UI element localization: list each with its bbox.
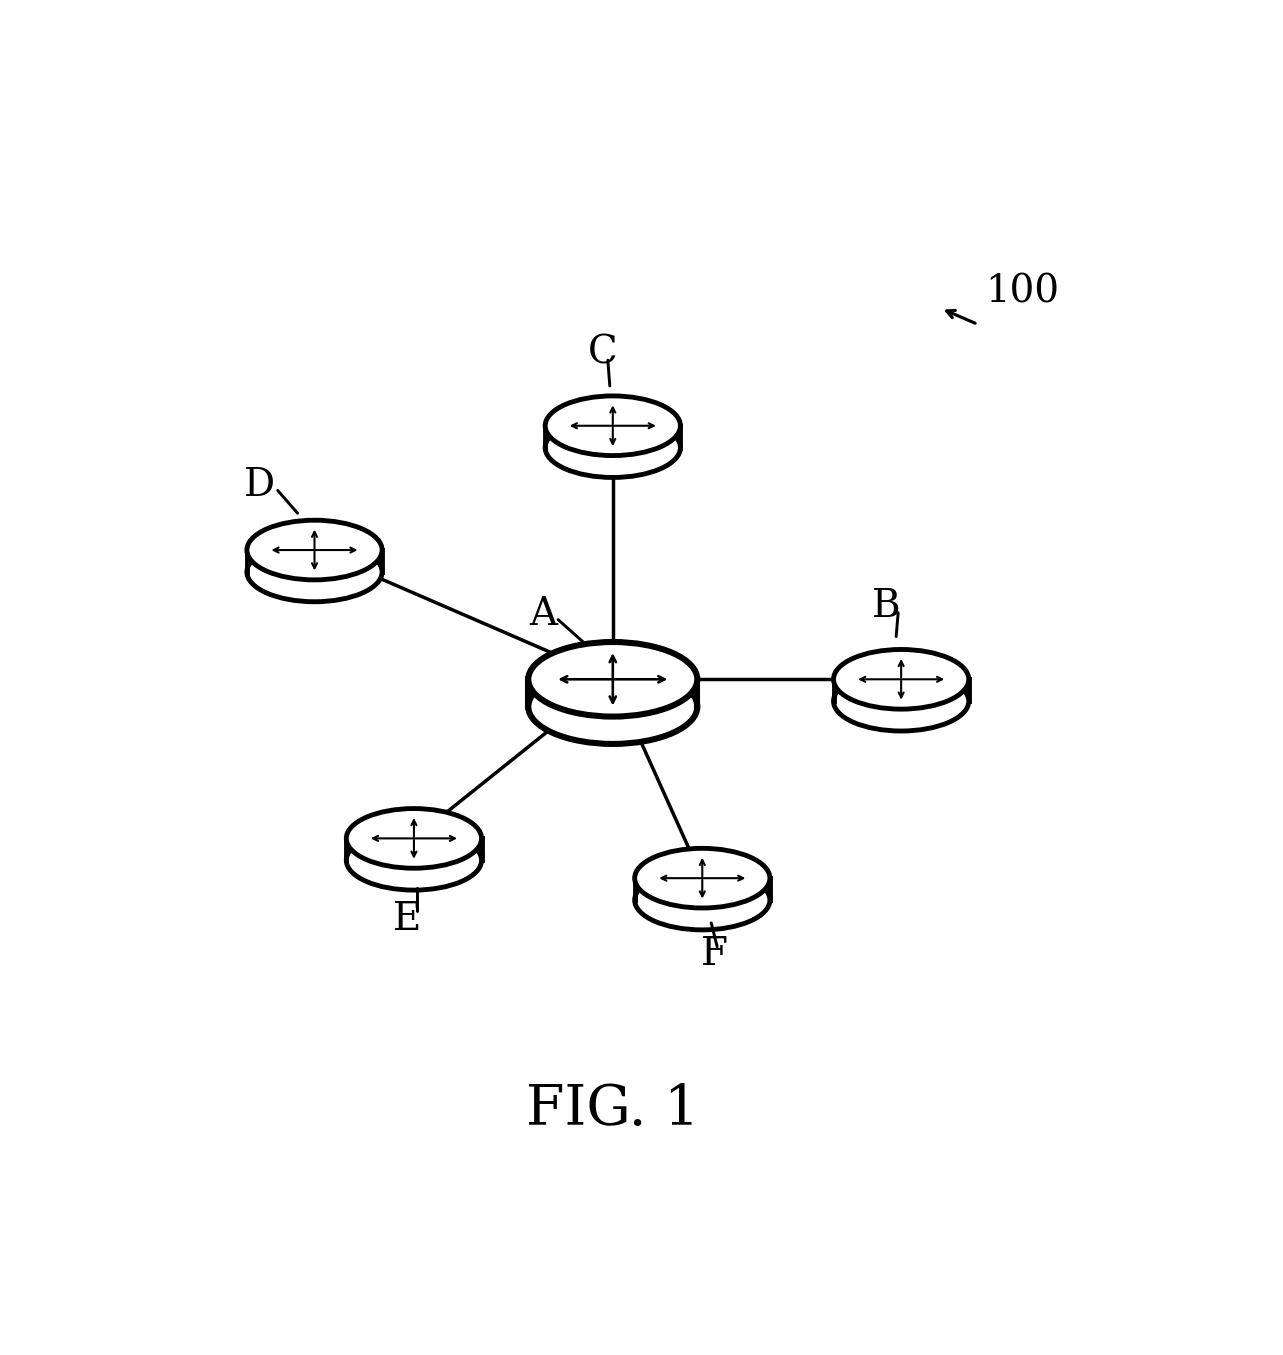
Text: C: C [588,335,617,371]
Ellipse shape [529,642,698,717]
Ellipse shape [346,809,481,869]
Ellipse shape [545,417,680,477]
Text: A: A [529,596,557,633]
Text: E: E [393,901,421,939]
Ellipse shape [346,831,481,890]
Ellipse shape [545,396,680,455]
Text: F: F [701,936,727,973]
Ellipse shape [635,848,770,908]
Ellipse shape [635,870,770,930]
Text: B: B [872,588,901,625]
Ellipse shape [246,520,382,580]
Ellipse shape [834,649,969,709]
Text: D: D [244,467,276,504]
Ellipse shape [246,542,382,602]
Ellipse shape [529,669,698,744]
Ellipse shape [834,671,969,730]
Text: 100: 100 [985,272,1060,310]
Text: FIG. 1: FIG. 1 [526,1083,699,1137]
